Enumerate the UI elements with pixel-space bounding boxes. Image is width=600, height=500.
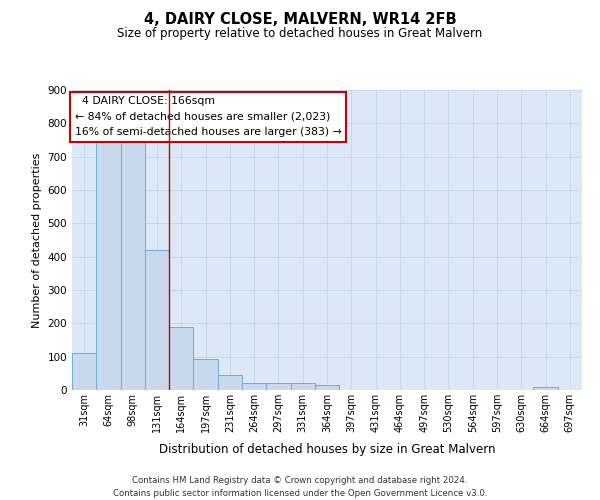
Bar: [218, 374, 242, 390]
Bar: [145, 250, 169, 390]
Y-axis label: Number of detached properties: Number of detached properties: [32, 152, 42, 328]
Bar: [169, 326, 193, 390]
Bar: [290, 382, 315, 390]
Text: Distribution of detached houses by size in Great Malvern: Distribution of detached houses by size …: [159, 442, 495, 456]
Bar: [533, 388, 558, 390]
Bar: [242, 382, 266, 390]
Bar: [96, 140, 121, 390]
Bar: [315, 385, 339, 390]
Text: Size of property relative to detached houses in Great Malvern: Size of property relative to detached ho…: [118, 28, 482, 40]
Text: Contains HM Land Registry data © Crown copyright and database right 2024.
Contai: Contains HM Land Registry data © Crown c…: [113, 476, 487, 498]
Bar: [193, 359, 218, 390]
Text: 4, DAIRY CLOSE, MALVERN, WR14 2FB: 4, DAIRY CLOSE, MALVERN, WR14 2FB: [143, 12, 457, 28]
Bar: [121, 140, 145, 390]
Text: 4 DAIRY CLOSE: 166sqm  
← 84% of detached houses are smaller (2,023)
16% of semi: 4 DAIRY CLOSE: 166sqm ← 84% of detached …: [74, 96, 341, 137]
Bar: [266, 382, 290, 390]
Bar: [72, 352, 96, 390]
